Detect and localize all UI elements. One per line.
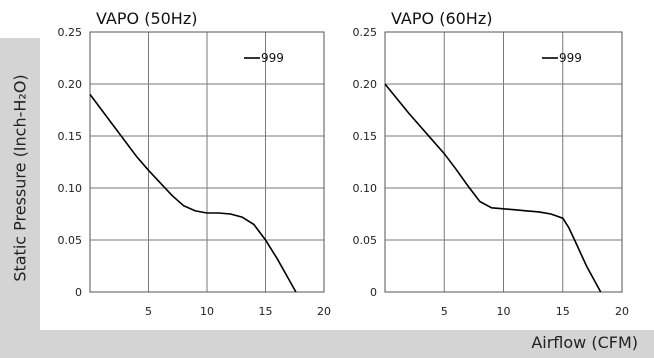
y-tick-label: 0.15 xyxy=(353,130,378,143)
chart-title: VAPO (60Hz) xyxy=(391,9,492,28)
x-tick-label: 20 xyxy=(615,305,629,318)
y-tick-label: 0.10 xyxy=(353,182,378,195)
x-axis-label-band xyxy=(0,330,654,358)
x-tick-label: 15 xyxy=(259,305,273,318)
legend-label: 999 xyxy=(559,51,582,65)
x-tick-label: 5 xyxy=(441,305,448,318)
y-tick-label: 0.25 xyxy=(58,26,83,39)
y-tick-label: 0.05 xyxy=(58,234,83,247)
plot-frame xyxy=(89,31,325,293)
plot-frame xyxy=(384,31,623,293)
x-tick-label: 5 xyxy=(145,305,152,318)
y-tick-label: 0.25 xyxy=(353,26,378,39)
y-tick-label: 0.10 xyxy=(58,182,83,195)
y-tick-label: 0.20 xyxy=(353,78,378,91)
x-axis-label: Airflow (CFM) xyxy=(531,333,638,352)
x-tick-label: 10 xyxy=(497,305,511,318)
y-axis-label-band xyxy=(0,38,40,358)
y-tick-label: 0.05 xyxy=(353,234,378,247)
y-tick-label: 0 xyxy=(370,286,377,299)
x-tick-label: 20 xyxy=(317,305,331,318)
x-tick-label: 15 xyxy=(556,305,570,318)
chart-title: VAPO (50Hz) xyxy=(96,9,197,28)
y-tick-label: 0 xyxy=(75,286,82,299)
y-tick-label: 0.20 xyxy=(58,78,83,91)
y-tick-label: 0.15 xyxy=(58,130,83,143)
series-line xyxy=(89,93,297,293)
x-tick-label: 10 xyxy=(200,305,214,318)
series-line xyxy=(384,83,602,293)
legend-label: 999 xyxy=(261,51,284,65)
